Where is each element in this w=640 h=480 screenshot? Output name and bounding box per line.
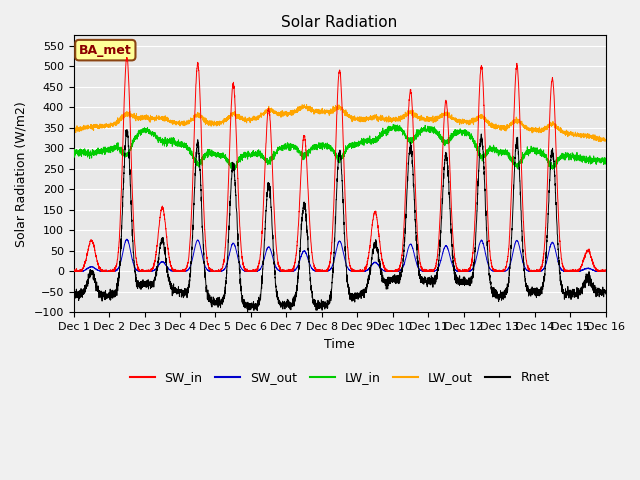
X-axis label: Time: Time <box>324 337 355 351</box>
Text: BA_met: BA_met <box>79 44 132 57</box>
Title: Solar Radiation: Solar Radiation <box>282 15 397 30</box>
Y-axis label: Solar Radiation (W/m2): Solar Radiation (W/m2) <box>15 101 28 247</box>
Legend: SW_in, SW_out, LW_in, LW_out, Rnet: SW_in, SW_out, LW_in, LW_out, Rnet <box>125 366 555 389</box>
